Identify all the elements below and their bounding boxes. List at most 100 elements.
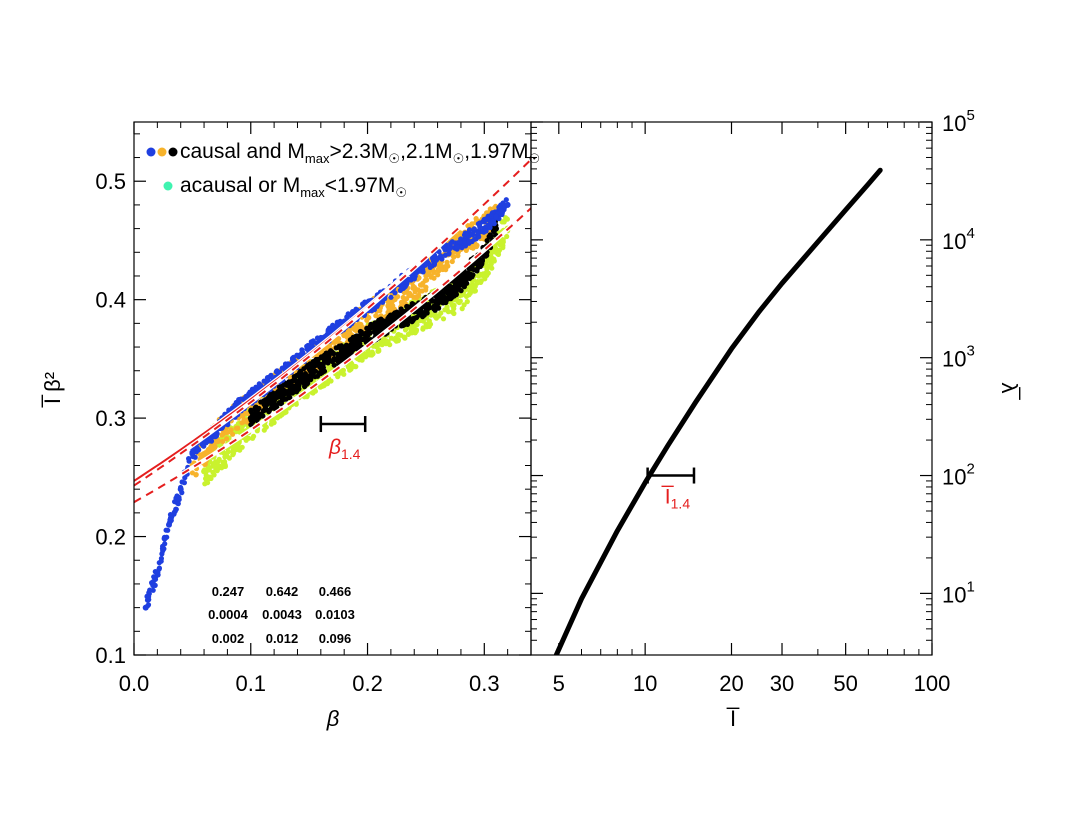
scatter-point	[466, 239, 472, 245]
scatter-point	[176, 494, 182, 501]
scatter-point	[398, 306, 404, 312]
scatter-point	[471, 226, 477, 232]
scatter-point	[219, 432, 225, 438]
scatter-point	[353, 328, 359, 334]
scatter-point	[211, 472, 217, 478]
scatter-point	[220, 459, 226, 465]
scatter-point	[401, 322, 407, 328]
scatter-point	[269, 418, 275, 424]
scatter-point	[442, 307, 448, 313]
scatter-point	[302, 371, 308, 377]
x-tick-label: 5	[553, 671, 565, 696]
scatter-point	[277, 413, 283, 419]
scatter-point	[249, 390, 255, 396]
scatter-point	[443, 299, 449, 306]
scatter-point	[367, 352, 373, 358]
scatter-point	[173, 506, 179, 512]
scatter-point	[422, 261, 429, 268]
scatter-point	[147, 587, 153, 593]
scatter-point	[434, 296, 441, 303]
scatter-point	[242, 419, 248, 425]
scatter-point	[446, 245, 453, 252]
scatter-point	[151, 574, 157, 580]
table-cell: 0.466	[319, 584, 352, 599]
scatter-point	[361, 351, 367, 357]
x-tick-label: 0.2	[352, 671, 383, 696]
scatter-point	[264, 397, 271, 403]
legend-marker-black	[168, 147, 178, 157]
fit-line	[134, 207, 531, 504]
scatter-point	[454, 244, 460, 250]
scatter-point	[466, 227, 473, 233]
scatter-point	[469, 231, 476, 238]
scatter-point	[398, 299, 405, 305]
scatter-point	[320, 368, 327, 375]
scatter-point	[482, 217, 488, 223]
scatter-point	[331, 362, 337, 368]
scatter-point	[438, 253, 444, 259]
scatter-point	[432, 307, 438, 313]
scatter-point	[222, 454, 228, 460]
scatter-point	[273, 404, 279, 410]
scatter-point	[459, 245, 465, 251]
scatter-point	[426, 323, 432, 329]
scatter-point	[341, 332, 348, 339]
scatter-point	[277, 389, 284, 395]
legend-entry-acausal: acausal or Mmax<1.97M☉	[180, 174, 407, 200]
x-tick-label: 30	[770, 671, 794, 696]
scatter-point	[406, 292, 412, 299]
y-tick-label: 104	[942, 225, 975, 254]
scatter-point	[314, 335, 321, 341]
scatter-point	[193, 472, 199, 478]
scatter-point	[338, 369, 344, 375]
scatter-point	[258, 412, 265, 418]
scatter-point	[411, 315, 418, 321]
left-ticks: 0.0 0.1 0.2 0.3 0.1 0.2 0.3 0.4 0.5	[95, 122, 531, 696]
scatter-point	[477, 223, 483, 230]
scatter-point	[341, 350, 348, 356]
scatter-point	[431, 269, 437, 275]
scatter-point	[348, 347, 354, 353]
scatter-point	[429, 298, 435, 304]
beta-error-bar	[319, 416, 367, 433]
scatter-point	[451, 306, 457, 312]
scatter-point	[161, 536, 167, 542]
scatter-point	[488, 220, 494, 226]
scatter-point	[443, 267, 449, 273]
scatter-point	[324, 356, 330, 362]
scatter-point	[392, 290, 398, 296]
scatter-point	[457, 278, 464, 285]
table-cell: 0.0004	[208, 607, 249, 622]
beta-error-bar-symbol: β	[328, 436, 341, 459]
scatter-point	[432, 313, 438, 319]
scatter-point	[449, 290, 455, 296]
scatter-point	[353, 343, 359, 349]
scatter-point	[276, 384, 282, 390]
right-ticks: 5 10 20 30 50 100 101 102 103 104 105	[531, 107, 975, 696]
scatter-point	[504, 216, 510, 222]
scatter-point	[428, 312, 434, 318]
scatter-point	[194, 447, 200, 453]
legend-marker-cyan	[163, 181, 173, 191]
y-tick-label: 0.3	[95, 406, 126, 431]
scatter-point	[161, 546, 167, 552]
beta-error-bar-label: β1.4	[328, 436, 361, 462]
scatter-point	[468, 285, 474, 291]
scatter-point	[252, 406, 258, 412]
scatter-point	[435, 266, 441, 272]
legend-entry-causal: causal and Mmax>2.3M☉,2.1M☉,1.97M☉	[180, 140, 540, 166]
x-tick-label: 0.3	[469, 671, 500, 696]
scatter-point	[417, 288, 423, 294]
scatter-point	[484, 266, 490, 272]
scatter-point	[475, 230, 481, 236]
table-cell: 0.0043	[262, 607, 302, 622]
x-tick-label: 100	[914, 671, 951, 696]
scatter-point	[159, 551, 165, 557]
scatter-point	[485, 270, 491, 276]
scatter-point	[288, 379, 294, 385]
scatter-point	[504, 233, 510, 240]
scatter-point	[158, 558, 164, 564]
scatter-point	[419, 282, 425, 288]
